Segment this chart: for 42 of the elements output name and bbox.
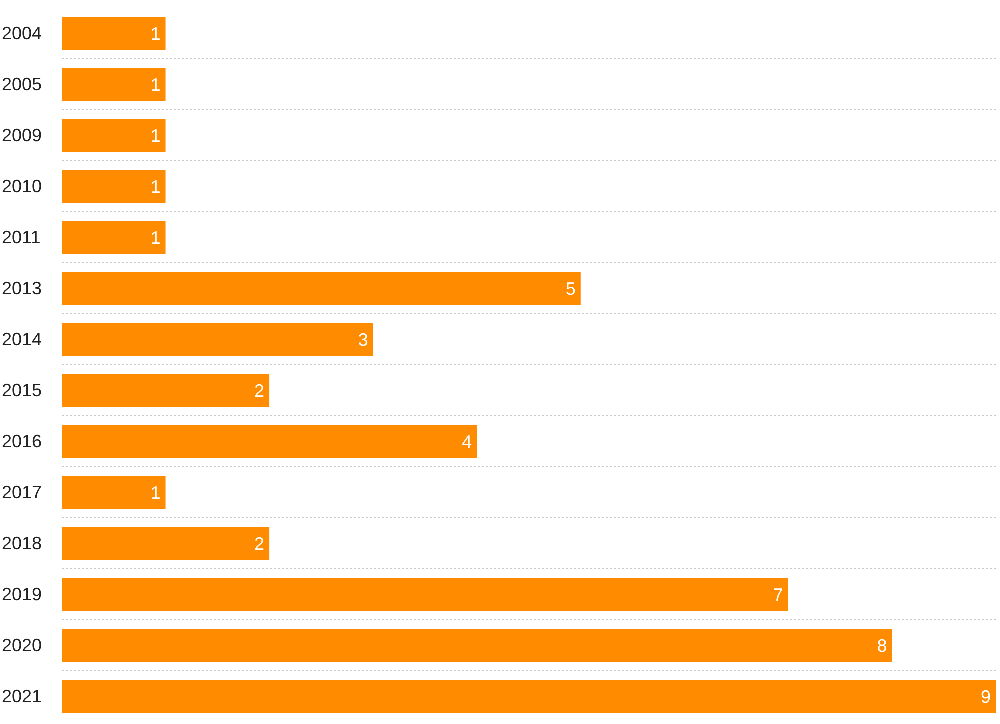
y-tick-label: 2018 <box>2 534 42 554</box>
data-label: 1 <box>150 74 161 95</box>
data-label: 1 <box>150 24 161 44</box>
y-tick-label: 2021 <box>2 686 42 706</box>
y-tick-label: 2004 <box>2 24 42 44</box>
data-label: 1 <box>150 228 161 248</box>
y-tick-label: 2005 <box>2 74 42 94</box>
y-tick-label: 2020 <box>2 636 42 656</box>
bar <box>62 221 166 254</box>
data-label: 1 <box>150 176 161 197</box>
bar <box>62 119 166 152</box>
bar <box>62 578 788 611</box>
y-tick-label: 2013 <box>2 278 42 298</box>
bar <box>62 476 166 509</box>
y-tick-label: 2010 <box>2 176 42 196</box>
bar <box>62 425 478 458</box>
y-tick-label: 2019 <box>2 584 42 604</box>
y-tick-label: 2009 <box>2 126 42 146</box>
bar <box>62 374 270 407</box>
bar <box>62 527 270 560</box>
y-tick-label: 2014 <box>2 330 42 350</box>
data-label: 5 <box>566 278 576 299</box>
bar <box>62 629 892 662</box>
data-label: 8 <box>877 636 888 656</box>
bar <box>62 170 166 203</box>
data-label: 2 <box>254 380 265 401</box>
data-label: 9 <box>980 686 991 707</box>
data-label: 1 <box>150 126 161 146</box>
y-tick-label: 2017 <box>2 482 42 502</box>
bar <box>62 272 581 305</box>
data-label: 1 <box>150 482 161 503</box>
bar <box>62 323 374 356</box>
bar <box>62 680 996 713</box>
y-tick-label: 2015 <box>2 380 42 400</box>
data-label: 4 <box>462 432 472 452</box>
y-tick-label: 2011 <box>2 228 41 248</box>
bar <box>62 17 166 50</box>
bar <box>62 68 166 101</box>
data-label: 3 <box>358 330 368 350</box>
data-label: 2 <box>254 534 265 554</box>
y-tick-label: 2016 <box>2 432 42 452</box>
data-label: 7 <box>773 584 784 605</box>
